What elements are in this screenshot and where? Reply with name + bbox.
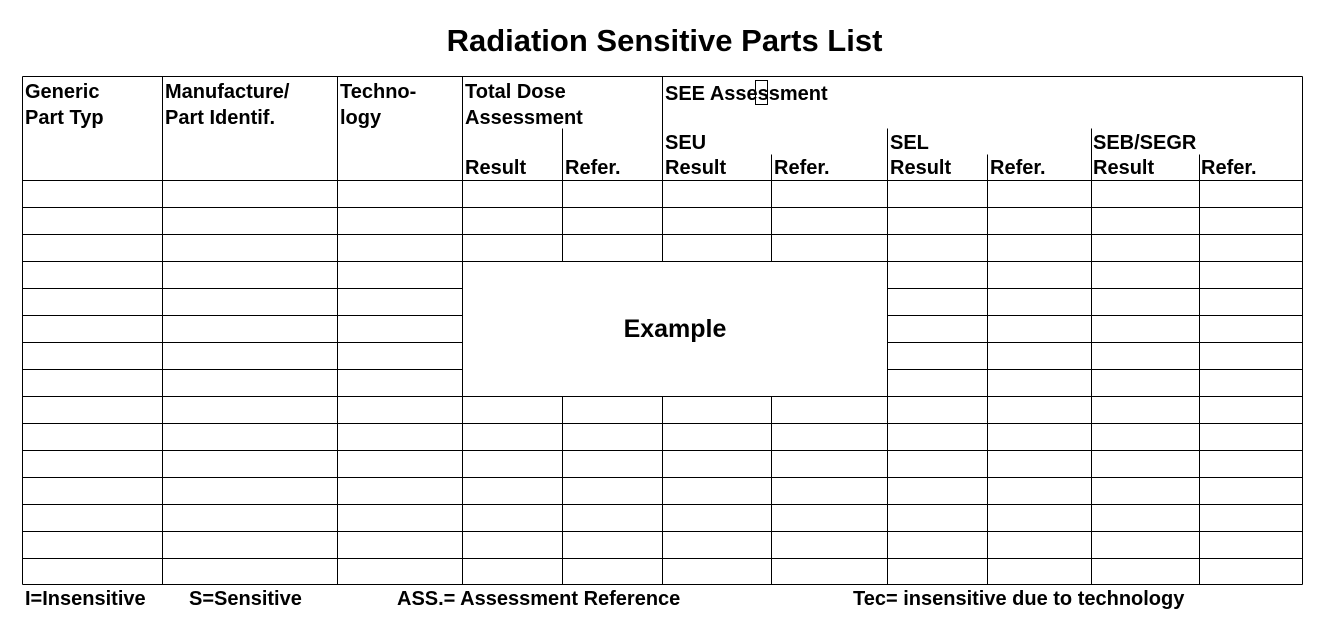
text-cursor-box [755,80,768,105]
example-overlay: Example [463,262,887,396]
header-seb-segr: SEB/SEGR [1093,132,1197,154]
header-sel: SEL [890,132,929,154]
header-technology: Techno- logy [340,81,417,129]
header-total-dose-assessment: Total Dose Assessment [465,81,583,129]
legend-insensitive: I=Insensitive [25,588,146,610]
header-sel-result: Result [890,157,952,179]
header-generic-part-type: Generic Part Typ [25,81,104,129]
header-total-dose-refer: Refer. [565,157,621,179]
header-seu-refer: Refer. [774,157,830,179]
header-seu-result: Result [665,157,727,179]
header-seu: SEU [665,132,707,154]
header-seb-refer: Refer. [1201,157,1257,179]
header-total-dose-result: Result [465,157,527,179]
legend-sensitive: S=Sensitive [189,588,302,610]
header-manufacture-part-identification: Manufacture/ Part Identif. [165,81,290,129]
legend-assessment-reference: ASS.= Assessment Reference [397,588,681,610]
header-see-assessment: SEE Assessment [665,83,828,105]
example-label: Example [623,314,727,343]
page-title: Radiation Sensitive Parts List [446,23,883,58]
header-sel-refer: Refer. [990,157,1046,179]
legend-technology: Tec= insensitive due to technology [853,588,1185,610]
header-seb-result: Result [1093,157,1155,179]
